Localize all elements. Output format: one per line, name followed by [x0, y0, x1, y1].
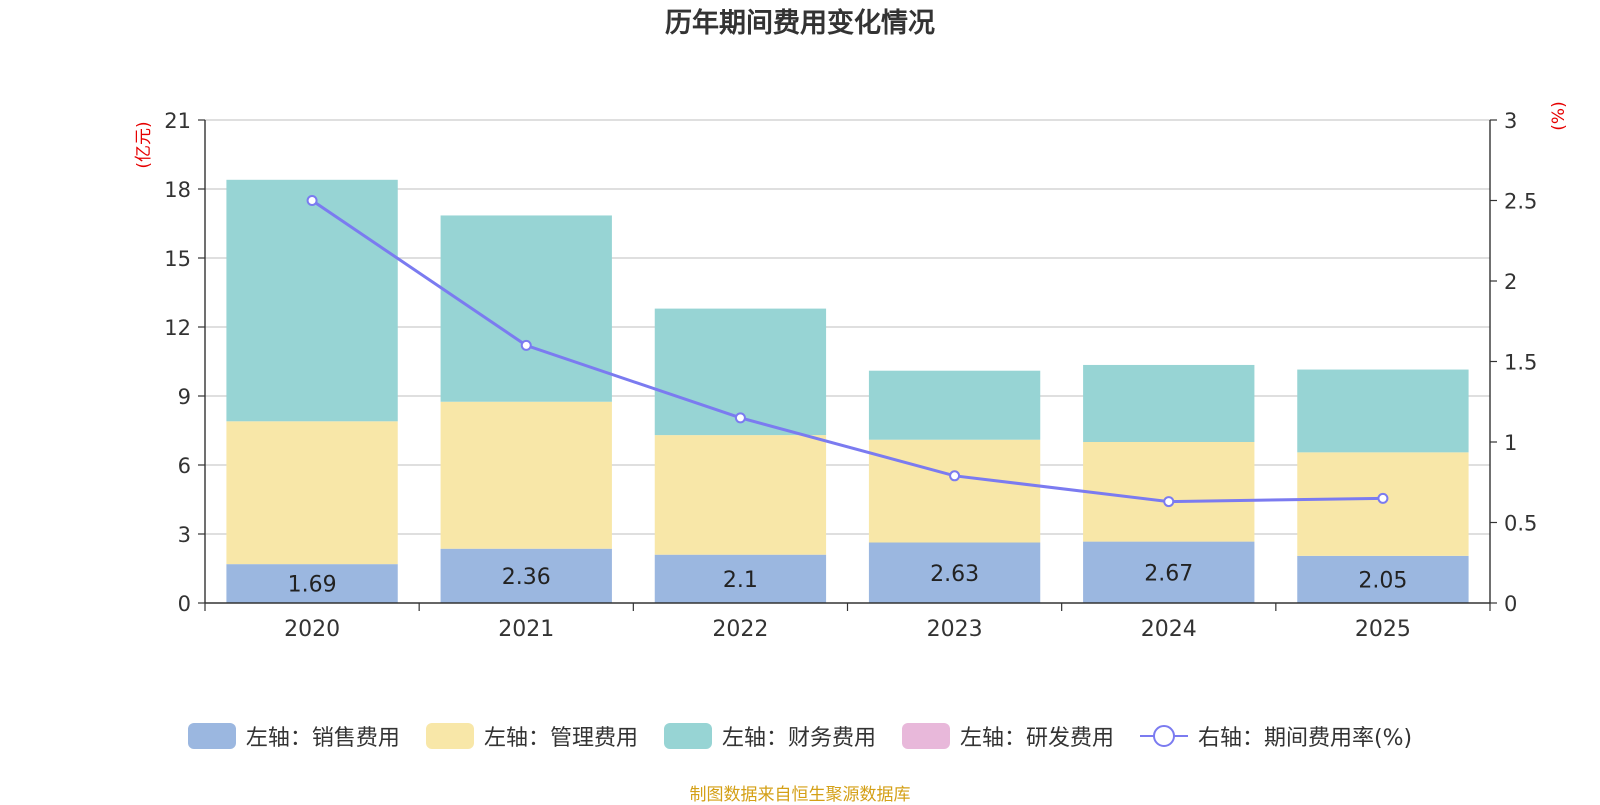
right-axis-unit: (%)	[1549, 101, 1569, 130]
right-axis-tick-label: 1	[1504, 431, 1517, 455]
bar-admin-2023	[868, 439, 1041, 543]
legend-label-sales: 左轴：销售费用	[245, 726, 400, 751]
line-expense-rate	[311, 199, 1383, 504]
chart-canvas: 历年期间费用变化情况 0 3 6 9 12 15 18 21 0 0.5 1 1.5 2 2.5 3 2020…	[134, 7, 1569, 642]
legend-item-sales[interactable]: 左轴：销售费用	[187, 720, 400, 752]
x-axis-tick-label: 2024	[1141, 617, 1197, 642]
right-axis-tick-label: 0	[1504, 592, 1517, 616]
data-label-sales-2025: 2.05	[1358, 568, 1407, 593]
source-note: 制图数据来自恒生聚源数据库	[689, 785, 911, 805]
right-axis-tick-label: 2.5	[1504, 190, 1537, 214]
legend-item-finance[interactable]: 左轴：财务费用	[663, 720, 876, 752]
legend-label-admin: 左轴：管理费用	[483, 726, 638, 751]
bar-sales-2022	[654, 554, 827, 603]
chart-title: 历年期间费用变化情况	[665, 7, 935, 39]
legend: 左轴：销售费用 左轴：管理费用 左轴：财务费用 左轴：研发费用 右轴：期间费用率…	[0, 720, 1600, 752]
bar-admin-2025	[1297, 452, 1469, 556]
legend-item-admin[interactable]: 左轴：管理费用	[425, 720, 638, 752]
bar-sales-2020	[226, 564, 398, 603]
data-label-sales-2021: 2.36	[502, 565, 551, 590]
x-axis-tick-label: 2021	[498, 617, 554, 642]
legend-label-finance: 左轴：财务费用	[721, 726, 876, 751]
right-axis-tick-label: 0.5	[1504, 512, 1537, 536]
right-axis-tick-label: 3	[1504, 109, 1517, 133]
line-point-expense-rate-2021	[520, 339, 532, 351]
legend-swatch-expense-rate	[1139, 723, 1188, 749]
legend-label-rnd: 左轴：研发费用	[959, 726, 1114, 751]
line-point-expense-rate-2024	[1163, 496, 1175, 508]
bar-finance-2021	[440, 215, 612, 402]
bar-finance-2025	[1297, 369, 1469, 453]
left-axis-tick-label: 9	[178, 385, 191, 409]
left-axis-tick-label: 15	[164, 247, 191, 271]
data-label-sales-2022: 2.1	[723, 568, 758, 593]
line-layer	[306, 195, 1389, 508]
x-axis-tick-label: 2020	[284, 617, 340, 642]
bar-finance-2024	[1083, 364, 1255, 442]
legend-swatch-admin	[425, 723, 474, 749]
line-point-expense-rate-2022	[734, 412, 746, 424]
line-point-expense-rate-2020	[306, 195, 318, 206]
bar-layer	[226, 179, 1469, 603]
right-axis-tick-label: 1.5	[1504, 351, 1537, 375]
bar-admin-2021	[440, 401, 612, 549]
line-point-expense-rate-2023	[949, 470, 961, 482]
bar-finance-2023	[868, 370, 1041, 440]
x-axis-tick-label: 2022	[712, 617, 768, 642]
right-axis-tick-label: 2	[1504, 270, 1517, 294]
bar-admin-2022	[654, 435, 827, 555]
bar-admin-2020	[226, 421, 398, 565]
x-axis-tick-label: 2025	[1355, 617, 1411, 642]
left-axis-tick-label: 6	[178, 454, 191, 478]
bar-sales-2025	[1297, 555, 1469, 603]
left-axis-tick-label: 0	[178, 592, 191, 616]
data-label-sales-2023: 2.63	[930, 562, 979, 587]
legend-label-expense-rate: 右轴：期间费用率(%)	[1197, 726, 1413, 751]
left-axis-unit: (亿元)	[134, 121, 154, 168]
left-axis-tick-label: 12	[164, 316, 191, 340]
legend-item-rnd[interactable]: 左轴：研发费用	[901, 720, 1114, 752]
left-axis-tick-label: 18	[164, 178, 191, 202]
legend-swatch-sales	[187, 723, 236, 749]
data-label-layer: 1.69 2.36 2.1 2.63 2.67 2.05	[288, 561, 1408, 597]
gridlines	[205, 119, 1490, 535]
bar-finance-2020	[226, 179, 398, 422]
legend-swatch-finance	[663, 723, 712, 749]
legend-swatch-rnd	[901, 723, 950, 749]
bar-sales-2024	[1083, 541, 1255, 603]
left-axis-tick-label: 3	[178, 523, 191, 547]
axes-layer: 0 3 6 9 12 15 18 21 0 0.5 1 1.5 2 2.5 3 2020 2021 2022 202…	[134, 101, 1569, 642]
bar-sales-2023	[868, 542, 1041, 603]
bar-admin-2024	[1083, 442, 1255, 542]
line-point-expense-rate-2025	[1377, 492, 1389, 504]
bar-sales-2021	[440, 548, 612, 603]
x-axis-tick-label: 2023	[927, 617, 983, 642]
data-label-sales-2020: 1.69	[288, 573, 337, 598]
left-axis-tick-label: 21	[164, 109, 191, 133]
legend-item-expense-rate[interactable]: 右轴：期间费用率(%)	[1139, 720, 1413, 752]
data-label-sales-2024: 2.67	[1144, 561, 1193, 586]
